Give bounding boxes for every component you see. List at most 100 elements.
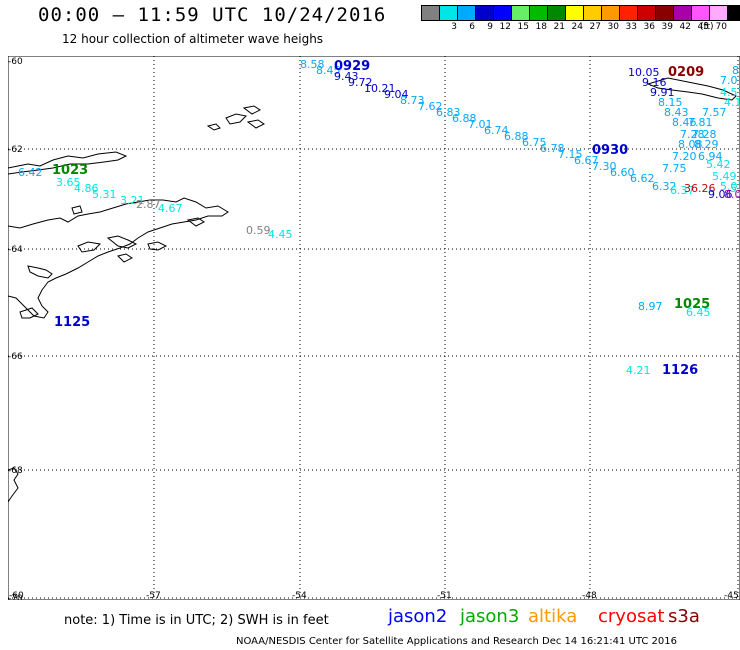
satellite-legend-item: jason2 xyxy=(388,606,448,627)
lat-label: -70 xyxy=(8,594,23,600)
swh-value: 8.15 xyxy=(658,96,683,109)
swh-value: 6.60 xyxy=(610,166,635,179)
swh-value: 7.30 xyxy=(592,160,617,173)
swh-value: 7.15 xyxy=(558,148,583,161)
color-swatch xyxy=(728,6,740,20)
swh-value: 6.75 xyxy=(522,136,547,149)
color-swatch xyxy=(638,6,656,20)
swh-value: 6.74 xyxy=(484,124,509,137)
color-scale-label: 12 xyxy=(499,22,511,32)
lon-label: -51 xyxy=(437,591,452,600)
color-scale-label: 24 xyxy=(571,22,583,32)
color-scale-label: 42 xyxy=(679,22,691,32)
swh-value: 8 xyxy=(732,64,739,77)
swh-value: 7.75 xyxy=(662,162,687,175)
color-swatch xyxy=(674,6,692,20)
swh-value: 6.88 xyxy=(452,112,477,125)
swh-value: 4.45 xyxy=(268,228,293,241)
swh-value: 3.65 xyxy=(56,176,81,189)
swh-value: 6.37 xyxy=(670,184,695,197)
swh-value: 4.21 xyxy=(626,364,651,377)
color-scale-label: 27 xyxy=(589,22,601,32)
swh-value: 10.21 xyxy=(364,82,396,95)
pass-id-label: 0930 xyxy=(592,143,628,158)
color-scale-bar xyxy=(421,5,740,21)
lat-label: -64 xyxy=(8,245,23,255)
color-swatch xyxy=(494,6,512,20)
color-swatch xyxy=(548,6,566,20)
satellite-legend-item: cryosat xyxy=(598,606,665,627)
color-scale-label: 15 xyxy=(517,22,529,32)
pass-id-label: 1025 xyxy=(674,297,710,312)
swh-value: 9.91 xyxy=(650,86,675,99)
swh-value: 8.45 xyxy=(316,64,341,77)
swh-value: 9.04 xyxy=(384,88,409,101)
color-scale-unit: (ft) xyxy=(700,22,714,32)
swh-value: 9.06 xyxy=(708,188,733,201)
swh-value: 6.78 xyxy=(540,142,565,155)
swh-value: 4.86 xyxy=(74,182,99,195)
color-swatch xyxy=(512,6,530,20)
color-swatch xyxy=(458,6,476,20)
swh-value: 5.07 xyxy=(720,180,740,193)
map-subtitle: 12 hour collection of altimeter wave hei… xyxy=(62,32,324,46)
swh-value: 4.18 xyxy=(724,96,740,109)
lon-label: -57 xyxy=(146,591,161,600)
wave-height-map: -60 -57 -54 -51 -48 -45-60-62-64-66-68-70 8.5… xyxy=(8,56,740,600)
swh-value: 9.72 xyxy=(348,76,373,89)
swh-value: 8.29 xyxy=(694,138,719,151)
graticule: -60 -57 -54 -51 -48 -45-60-62-64-66-68-70 xyxy=(8,56,740,600)
color-scale-label: 18 xyxy=(535,22,547,32)
color-swatch xyxy=(566,6,584,20)
swh-value: 8.46 xyxy=(672,116,697,129)
pass-id-label: 0929 xyxy=(334,59,370,74)
map-frame xyxy=(8,56,740,600)
color-scale-label: 9 xyxy=(487,22,493,32)
note-text: note: 1) Time is in UTC; 2) SWH is in fe… xyxy=(64,613,329,628)
swh-value: 0.59 xyxy=(246,224,271,237)
color-scale-label: 3 xyxy=(451,22,457,32)
pass-id-label: 1126 xyxy=(662,363,698,378)
swh-value: 9.43 xyxy=(334,70,359,83)
lon-label: -60 xyxy=(9,591,24,600)
color-scale-labels: 3 6 9 12 15 18 21 24 27 30 33 36 39 42 45 70 xyxy=(421,22,727,32)
pass-labels: 0929 0209 1023 0930 1125 1025 1126 xyxy=(52,59,710,378)
swh-value: 8.08 xyxy=(678,138,703,151)
swh-value: 2.87 xyxy=(136,198,161,211)
color-scale-label: 21 xyxy=(553,22,565,32)
swh-value: 7.20 xyxy=(672,150,697,163)
color-swatch xyxy=(476,6,494,20)
swh-value: 8.73 xyxy=(400,94,425,107)
coastline xyxy=(8,77,737,503)
color-swatch xyxy=(692,6,710,20)
swh-value: 10.05 xyxy=(628,66,660,79)
lon-label: -45 xyxy=(724,591,739,600)
color-swatch xyxy=(584,6,602,20)
lon-label: -54 xyxy=(292,591,307,600)
color-scale-label: 45 xyxy=(697,22,709,32)
swh-value: 6.94 xyxy=(698,150,723,163)
swh-labels: 8.588.459.439.7210.219.048.737.626.836.8… xyxy=(18,58,740,377)
credit-line: NOAA/NESDIS Center for Satellite Applica… xyxy=(236,636,678,647)
swh-value: 8.43 xyxy=(664,106,689,119)
color-swatch xyxy=(656,6,674,20)
swh-value: 8.09 xyxy=(724,188,740,201)
swh-value: 7.57 xyxy=(702,106,727,119)
swh-value: 8.97 xyxy=(638,300,663,313)
satellite-legend-item: s3a xyxy=(668,606,700,627)
swh-value: 5.49 xyxy=(712,170,737,183)
color-swatch xyxy=(440,6,458,20)
lat-label: -66 xyxy=(8,352,23,362)
color-swatch xyxy=(710,6,728,20)
swh-value: 6.83 xyxy=(436,106,461,119)
color-scale-label: 70 xyxy=(715,22,727,32)
swh-value: 6.67 xyxy=(574,154,599,167)
swh-value: 7.62 xyxy=(418,100,443,113)
color-scale-label: 30 xyxy=(607,22,619,32)
color-scale-label: 39 xyxy=(661,22,673,32)
map-title: 00:00 – 11:59 UTC 10/24/2016 xyxy=(38,4,387,26)
pass-id-label: 1023 xyxy=(52,163,88,178)
color-swatch xyxy=(422,6,440,20)
pass-id-label: 1125 xyxy=(54,315,90,330)
swh-value: 8.58 xyxy=(300,58,325,71)
